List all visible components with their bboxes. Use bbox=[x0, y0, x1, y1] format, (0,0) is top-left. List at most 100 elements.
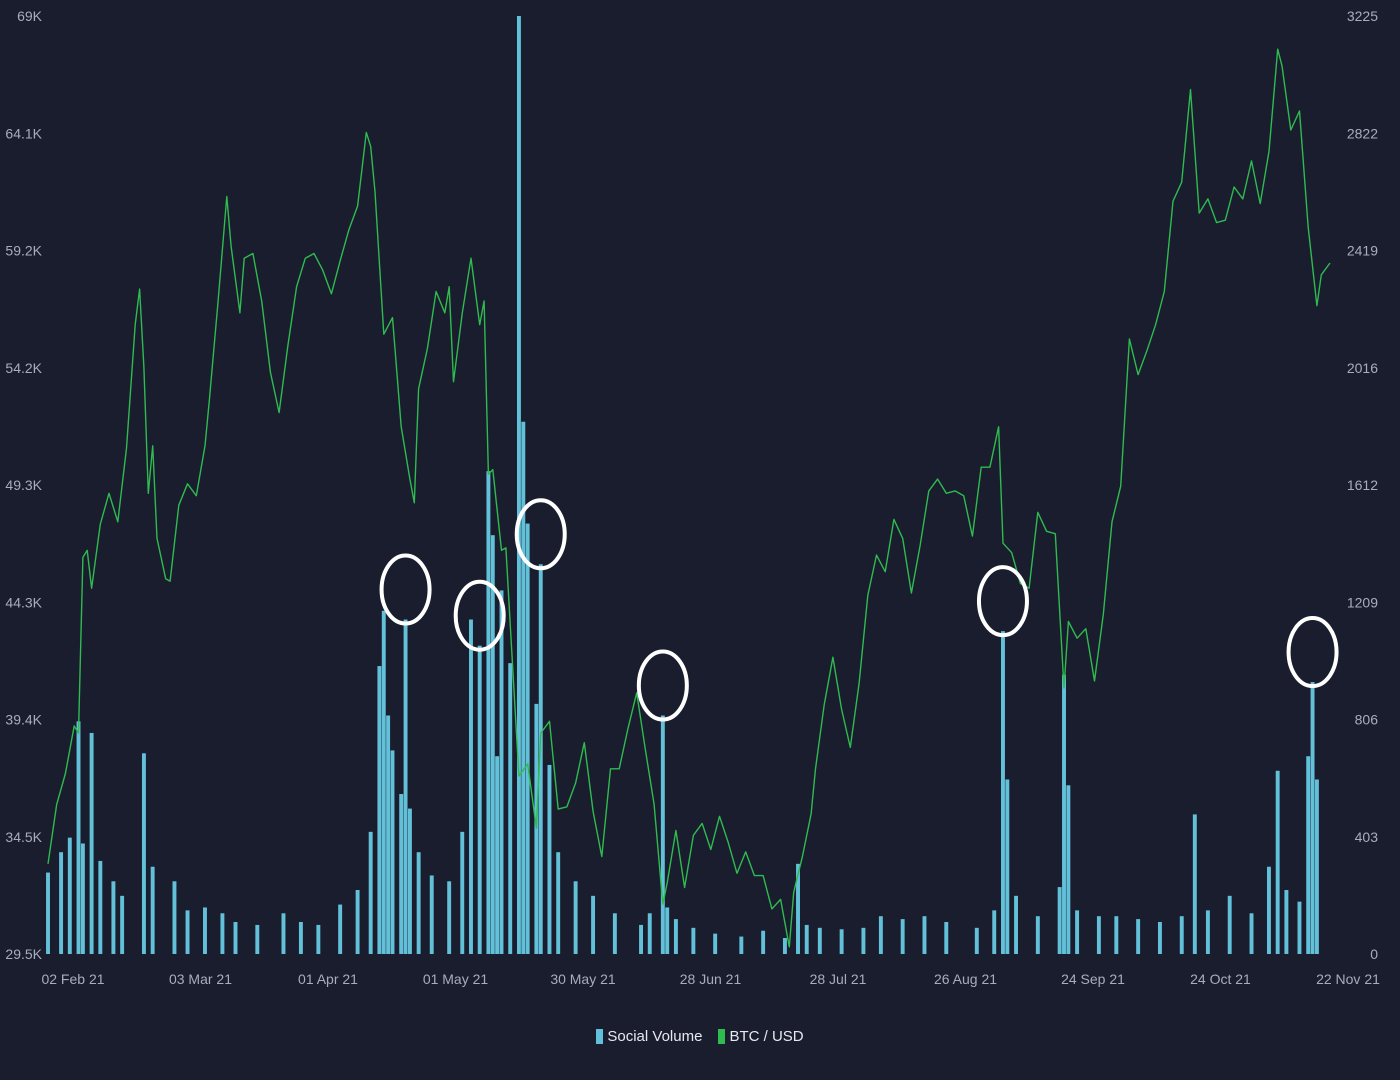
right-tick-label-1: 2822 bbox=[1347, 125, 1378, 141]
volume-bar-90 bbox=[1275, 770, 1280, 954]
volume-bar-86 bbox=[1205, 910, 1210, 954]
x-tick-label-9: 24 Oct 21 bbox=[1190, 971, 1251, 987]
volume-bar-93 bbox=[1306, 756, 1311, 954]
volume-bar-67 bbox=[900, 919, 905, 954]
volume-bar-43 bbox=[525, 523, 530, 954]
volume-bar-78 bbox=[1066, 785, 1071, 954]
volume-bar-50 bbox=[612, 913, 617, 954]
volume-bar-24 bbox=[381, 610, 386, 954]
volume-bar-41 bbox=[516, 16, 521, 954]
volume-bar-85 bbox=[1192, 814, 1197, 954]
volume-bar-65 bbox=[861, 927, 866, 954]
volume-bar-70 bbox=[974, 927, 979, 954]
x-tick-label-1: 03 Mar 21 bbox=[169, 971, 232, 987]
annotation-circle-0 bbox=[379, 553, 432, 626]
volume-bar-71 bbox=[992, 910, 997, 954]
volume-bar-38 bbox=[495, 756, 500, 954]
legend-item-btc-usd[interactable]: BTC / USD bbox=[718, 1028, 804, 1045]
volume-bar-54 bbox=[665, 907, 670, 954]
volume-bar-31 bbox=[429, 875, 434, 954]
left-tick-label-5: 44.3K bbox=[5, 594, 42, 610]
right-tick-label-3: 2016 bbox=[1347, 360, 1378, 376]
volume-bar-91 bbox=[1284, 890, 1289, 954]
volume-bar-79 bbox=[1075, 910, 1080, 954]
annotation-circle-2 bbox=[514, 498, 567, 571]
volume-bar-68 bbox=[922, 916, 927, 954]
volume-bar-76 bbox=[1057, 887, 1062, 954]
right-y-axis: 3225 2822 2419 2016 1612 1209 806 403 0 bbox=[1347, 8, 1378, 962]
volume-bar-17 bbox=[281, 913, 286, 954]
volume-bar-27 bbox=[399, 794, 404, 954]
volume-bar-61 bbox=[796, 863, 800, 954]
volume-bar-5 bbox=[89, 732, 94, 954]
volume-bar-64 bbox=[839, 929, 844, 954]
left-tick-label-8: 29.5K bbox=[5, 946, 42, 962]
volume-bar-32 bbox=[447, 881, 452, 954]
legend-label-social-volume: Social Volume bbox=[607, 1028, 703, 1045]
volume-bar-33 bbox=[460, 831, 465, 954]
annotation-circle-5 bbox=[1286, 616, 1339, 689]
legend-item-social-volume[interactable]: Social Volume bbox=[596, 1028, 702, 1045]
volume-bar-15 bbox=[233, 922, 238, 954]
x-tick-label-7: 26 Aug 21 bbox=[934, 971, 997, 987]
annotation-circle-4 bbox=[976, 565, 1029, 638]
volume-bar-63 bbox=[817, 927, 822, 954]
x-tick-label-5: 28 Jun 21 bbox=[680, 971, 742, 987]
volume-bar-74 bbox=[1014, 895, 1019, 954]
right-tick-label-6: 806 bbox=[1355, 712, 1379, 728]
legend-label-btc-usd: BTC / USD bbox=[729, 1028, 804, 1045]
volume-bar-57 bbox=[713, 933, 718, 954]
volume-bar-53 bbox=[660, 715, 665, 954]
volume-bar-4 bbox=[80, 843, 85, 954]
volume-bar-10 bbox=[150, 866, 155, 954]
volume-bar-14 bbox=[220, 913, 225, 954]
volume-bar-44 bbox=[534, 703, 539, 954]
volume-bar-73 bbox=[1005, 779, 1010, 954]
left-tick-label-4: 49.3K bbox=[5, 477, 42, 493]
volume-bar-3 bbox=[76, 721, 81, 954]
volume-bar-55 bbox=[673, 919, 678, 954]
volume-bar-28 bbox=[403, 619, 408, 954]
volume-bar-21 bbox=[355, 890, 360, 954]
volume-bar-34 bbox=[469, 619, 473, 954]
legend: Social Volume BTC / USD bbox=[0, 1028, 1400, 1045]
volume-bar-13 bbox=[203, 907, 207, 954]
left-tick-label-6: 39.4K bbox=[5, 712, 42, 728]
x-axis: 02 Feb 21 03 Mar 21 01 Apr 21 01 May 21 30 M… bbox=[41, 971, 1380, 987]
volume-bar-18 bbox=[298, 922, 303, 954]
volume-bar-46 bbox=[547, 764, 552, 954]
left-tick-label-2: 59.2K bbox=[5, 243, 42, 259]
volume-bar-35 bbox=[477, 645, 482, 954]
volume-bar-84 bbox=[1179, 916, 1184, 954]
left-tick-label-0: 69K bbox=[17, 8, 43, 24]
legend-swatch-btc-usd bbox=[718, 1029, 726, 1044]
volume-bar-81 bbox=[1114, 916, 1119, 954]
btc-price-line bbox=[47, 48, 1331, 948]
volume-bar-22 bbox=[368, 831, 373, 954]
x-tick-label-4: 30 May 21 bbox=[550, 971, 616, 987]
volume-bar-20 bbox=[338, 904, 343, 954]
volume-bar-26 bbox=[390, 750, 395, 954]
volume-bar-42 bbox=[521, 421, 526, 955]
social-volume-bars bbox=[46, 16, 1319, 955]
volume-bar-82 bbox=[1136, 919, 1141, 954]
volume-bar-72 bbox=[1000, 631, 1005, 954]
volume-bar-19 bbox=[316, 924, 321, 954]
volume-bar-51 bbox=[639, 924, 643, 954]
left-tick-label-7: 34.5K bbox=[5, 829, 42, 845]
volume-bar-25 bbox=[386, 715, 391, 954]
volume-bar-52 bbox=[647, 913, 652, 954]
right-tick-label-2: 2419 bbox=[1347, 243, 1378, 259]
annotation-circle-3 bbox=[636, 649, 689, 722]
volume-bar-88 bbox=[1249, 913, 1254, 954]
x-tick-label-2: 01 Apr 21 bbox=[298, 971, 358, 987]
volume-bar-2 bbox=[67, 837, 72, 954]
volume-bar-37 bbox=[490, 535, 495, 954]
volume-bar-29 bbox=[407, 808, 412, 954]
volume-bar-62 bbox=[804, 924, 809, 954]
volume-bar-12 bbox=[185, 910, 190, 954]
volume-bar-80 bbox=[1096, 916, 1101, 954]
btc-usd-series-line bbox=[47, 48, 1331, 948]
annotation-circles bbox=[379, 498, 1339, 722]
